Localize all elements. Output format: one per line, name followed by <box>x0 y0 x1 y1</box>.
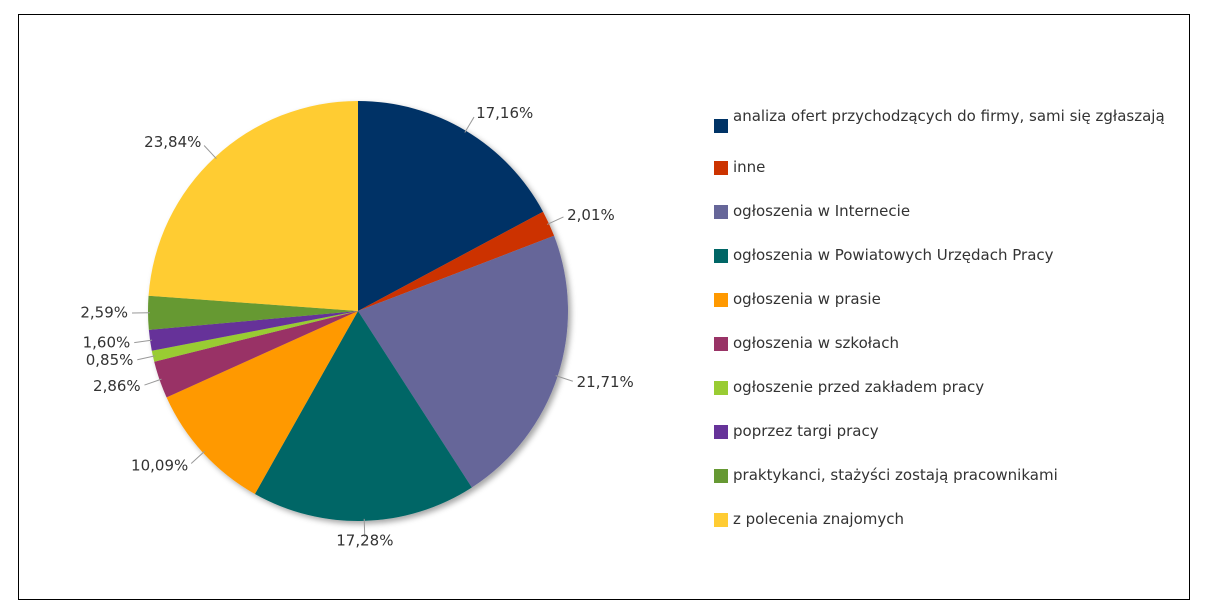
legend-swatch <box>714 337 728 351</box>
pie <box>148 101 568 522</box>
pie-slice <box>151 311 358 362</box>
legend: analiza ofert przychodzących do firmy, s… <box>714 107 1184 547</box>
pie-slice <box>154 311 358 398</box>
legend-item: z polecenia znajomych <box>714 503 1184 547</box>
leader-line <box>144 378 162 386</box>
leader-line <box>546 216 564 225</box>
slice-label: 21,71% <box>577 373 634 391</box>
leader-line <box>464 116 475 133</box>
leader-line <box>363 518 366 537</box>
legend-swatch <box>714 381 728 395</box>
slice-label: 17,16% <box>476 104 533 122</box>
legend-label: ogłoszenia w prasie <box>733 290 881 308</box>
slice-label: 1,60% <box>83 334 131 352</box>
legend-item: inne <box>714 151 1184 195</box>
pie-slice <box>358 211 555 311</box>
legend-swatch <box>714 119 728 133</box>
slice-label: 2,86% <box>93 377 141 395</box>
pie-slice <box>148 295 358 330</box>
legend-item: praktykanci, stażyści zostają pracownika… <box>714 459 1184 503</box>
legend-label: praktykanci, stażyści zostają pracownika… <box>733 466 1058 484</box>
leader-line <box>203 145 217 160</box>
legend-label: ogłoszenie przed zakładem pracy <box>733 378 985 396</box>
slice-label: 0,85% <box>86 351 134 369</box>
legend-item: analiza ofert przychodzących do firmy, s… <box>714 107 1184 151</box>
legend-item: ogłoszenia w prasie <box>714 283 1184 327</box>
legend-label: ogłoszenia w szkołach <box>733 334 899 352</box>
pie-slice <box>358 235 568 488</box>
legend-swatch <box>714 249 728 263</box>
legend-item: poprzez targi pracy <box>714 415 1184 459</box>
pie-slice <box>148 101 358 311</box>
slice-label: 17,28% <box>336 531 393 549</box>
chart-frame <box>18 14 1190 600</box>
slice-label: 23,84% <box>144 133 201 151</box>
legend-swatch <box>714 205 728 219</box>
legend-label: inne <box>733 158 766 176</box>
legend-label: ogłoszenia w Powiatowych Urzędach Pracy <box>733 246 1054 264</box>
pie-slice <box>358 101 544 311</box>
leader-line <box>190 450 205 464</box>
legend-item: ogłoszenia w Powiatowych Urzędach Pracy <box>714 239 1184 283</box>
legend-swatch <box>714 425 728 439</box>
leader-line <box>134 339 153 344</box>
pie-slice <box>166 311 358 494</box>
legend-item: ogłoszenia w Internecie <box>714 195 1184 239</box>
legend-label: analiza ofert przychodzących do firmy, s… <box>733 107 1165 125</box>
pie-slice <box>148 311 358 351</box>
pie-slice <box>254 311 472 522</box>
legend-item: ogłoszenia w szkołach <box>714 327 1184 371</box>
legend-swatch <box>714 161 728 175</box>
legend-swatch <box>714 293 728 307</box>
slice-label: 2,59% <box>80 303 128 321</box>
leader-line <box>555 375 573 382</box>
legend-label: z polecenia znajomych <box>733 510 905 528</box>
legend-item: ogłoszenie przed zakładem pracy <box>714 371 1184 415</box>
legend-label: ogłoszenia w Internecie <box>733 202 911 220</box>
legend-swatch <box>714 469 728 483</box>
slice-label: 2,01% <box>567 206 615 224</box>
slice-label: 10,09% <box>131 457 188 475</box>
legend-swatch <box>714 513 728 527</box>
leader-line <box>137 355 155 361</box>
legend-label: poprzez targi pracy <box>733 422 879 440</box>
